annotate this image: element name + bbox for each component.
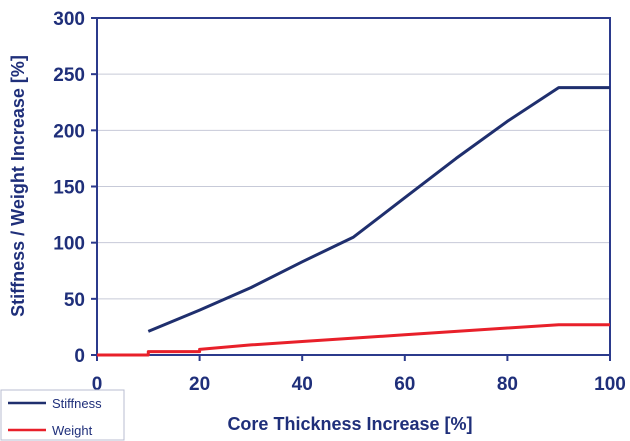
x-axis-title: Core Thickness Increase [%] bbox=[227, 414, 472, 434]
x-tick-label-40: 40 bbox=[292, 374, 313, 395]
series-line-stiffness bbox=[147, 86, 610, 333]
legend-label-weight: Weight bbox=[52, 423, 93, 438]
legend: Stiffness Weight bbox=[0, 389, 125, 441]
y-tick-label-50: 50 bbox=[64, 290, 85, 311]
series-lines bbox=[97, 86, 610, 357]
x-tick-label-60: 60 bbox=[394, 374, 415, 395]
y-axis-title: Stiffness / Weight Increase [%] bbox=[8, 55, 28, 317]
y-axis-ticks: 0 50 100 150 200 250 300 bbox=[53, 9, 97, 367]
y-tick-label-300: 300 bbox=[53, 9, 85, 30]
x-tick-label-100: 100 bbox=[594, 374, 626, 395]
y-tick-label-150: 150 bbox=[53, 178, 85, 199]
y-tick-label-100: 100 bbox=[53, 234, 85, 255]
x-tick-label-20: 20 bbox=[189, 374, 210, 395]
y-tick-label-0: 0 bbox=[74, 346, 85, 367]
x-axis-ticks: 0 20 40 60 80 100 bbox=[92, 355, 626, 395]
y-tick-label-250: 250 bbox=[53, 65, 85, 86]
legend-box bbox=[0, 389, 125, 441]
gridlines bbox=[97, 73, 610, 300]
series-line-weight bbox=[97, 323, 610, 357]
y-tick-label-200: 200 bbox=[53, 121, 85, 142]
legend-label-stiffness: Stiffness bbox=[52, 396, 102, 411]
x-tick-label-0: 0 bbox=[92, 374, 103, 395]
x-tick-label-80: 80 bbox=[497, 374, 518, 395]
